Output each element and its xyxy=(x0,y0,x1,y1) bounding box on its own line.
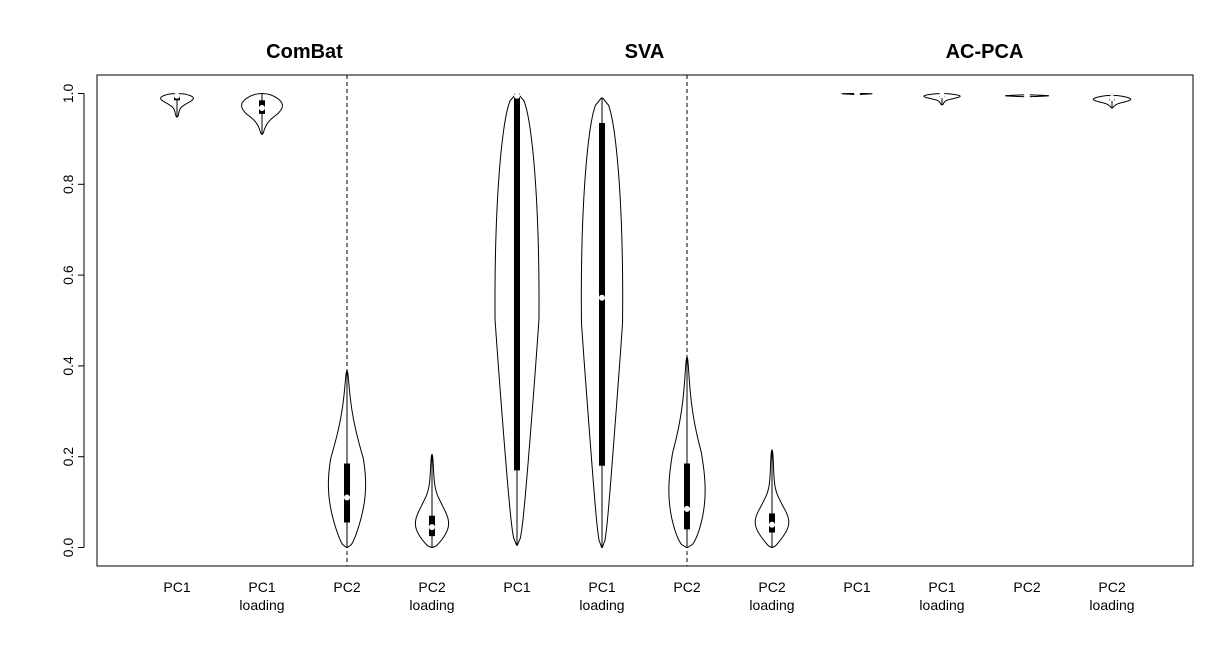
y-tick-label: 0.4 xyxy=(60,356,76,376)
violin-median xyxy=(599,294,605,301)
y-axis: 0.0 0.2 0.4 0.6 0.8 1.0 xyxy=(60,84,85,558)
violin-group xyxy=(494,92,540,546)
x-tick-label: PC1 xyxy=(588,579,615,595)
violin-group xyxy=(754,449,790,548)
y-tick-label: 1.0 xyxy=(60,84,76,104)
y-tick-label: 0.6 xyxy=(60,265,76,285)
x-tick-labels: PC1 PC1 loading PC2 PC2 loading PC1 PC1 loading P… xyxy=(163,579,1134,613)
violin-group xyxy=(160,92,194,118)
panel-title: AC-PCA xyxy=(946,41,1024,63)
panel-titles: ComBat SVA AC-PCA xyxy=(266,41,1023,63)
violin-median xyxy=(769,521,775,528)
x-tick-label: PC2 xyxy=(758,579,785,595)
violin-median xyxy=(684,505,690,512)
y-tick-label: 0.2 xyxy=(60,447,76,467)
violin-median xyxy=(1024,92,1030,99)
violin-median xyxy=(1109,95,1115,102)
violin-group xyxy=(580,97,624,548)
violin-group xyxy=(841,90,873,97)
x-tick-label-line2: loading xyxy=(749,597,794,613)
violin-median xyxy=(939,92,945,99)
x-tick-label: PC1 xyxy=(843,579,870,595)
violin-group xyxy=(923,92,961,106)
x-tick-label-line2: loading xyxy=(409,597,454,613)
violin-group xyxy=(414,453,450,548)
x-tick-label: PC1 xyxy=(928,579,955,595)
x-tick-label-line2: loading xyxy=(239,597,284,613)
violin-median xyxy=(344,494,350,501)
x-tick-label: PC1 xyxy=(248,579,275,595)
violin-median xyxy=(429,524,435,531)
x-tick-label-line2: loading xyxy=(1089,597,1134,613)
violins xyxy=(160,90,1132,548)
x-tick-label: PC2 xyxy=(333,579,360,595)
violin-median xyxy=(854,90,860,97)
panel-title: ComBat xyxy=(266,41,343,63)
violin-median xyxy=(259,105,265,112)
y-tick-label: 0.8 xyxy=(60,174,76,194)
violin-group xyxy=(241,93,283,135)
violin-median xyxy=(174,92,180,99)
violin-group xyxy=(1092,94,1132,109)
x-tick-label: PC1 xyxy=(163,579,190,595)
violin-group xyxy=(327,369,367,548)
x-tick-label: PC1 xyxy=(503,579,530,595)
x-tick-label-line2: loading xyxy=(919,597,964,613)
x-tick-label-line2: loading xyxy=(579,597,624,613)
x-tick-label: PC2 xyxy=(673,579,700,595)
x-tick-label: PC2 xyxy=(1098,579,1125,595)
violin-group xyxy=(668,356,706,548)
plot-frame xyxy=(96,74,1194,567)
violin-median xyxy=(514,92,520,99)
violin-group xyxy=(1005,92,1049,99)
x-tick-label: PC2 xyxy=(1013,579,1040,595)
y-tick-label: 0.0 xyxy=(60,538,76,558)
panel-title: SVA xyxy=(625,41,665,63)
x-tick-label: PC2 xyxy=(418,579,445,595)
